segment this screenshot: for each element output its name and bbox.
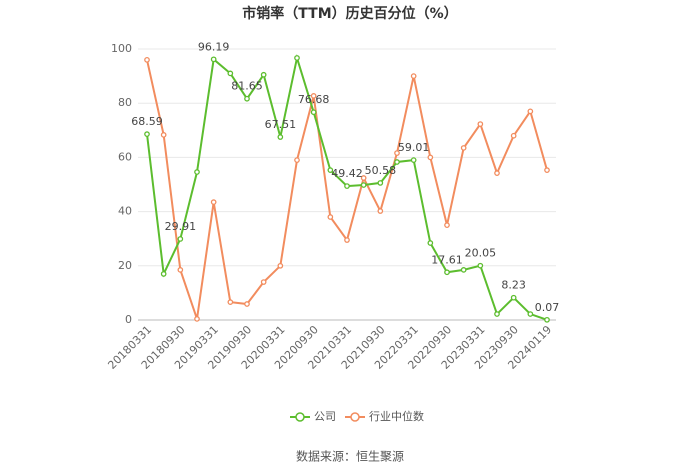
data-point: [210, 199, 217, 205]
legend-label: 行业中位数: [369, 409, 424, 423]
data-point: [294, 55, 300, 61]
legend-label: 公司: [314, 410, 336, 423]
data-point: [194, 316, 200, 322]
data-point: [177, 267, 184, 273]
data-label: 8.23: [501, 279, 526, 292]
y-tick-label: 80: [118, 96, 132, 109]
data-label: 50.58: [365, 164, 397, 177]
data-label: 20.05: [465, 247, 497, 260]
y-tick-label: 0: [125, 313, 132, 326]
data-point: [244, 95, 250, 102]
chart-title: 市销率（TTM）历史百分位（%）: [242, 5, 457, 22]
data-label: 17.61: [431, 253, 463, 266]
y-tick-label: 60: [118, 150, 132, 163]
data-point: [510, 294, 517, 301]
data-point: [394, 150, 400, 156]
data-point: [144, 56, 150, 63]
data-point: [427, 154, 434, 161]
data-label: 67.51: [265, 118, 297, 131]
data-point: [377, 180, 384, 186]
data-point: [410, 73, 417, 79]
data-label: 68.59: [131, 115, 163, 128]
data-point: [310, 93, 317, 99]
data-label: 81.65: [231, 80, 263, 93]
data-point: [344, 237, 350, 243]
y-tick-label: 100: [111, 42, 132, 55]
data-point: [494, 170, 500, 176]
data-point: [494, 311, 500, 317]
data-point: [444, 269, 450, 276]
data-point: [460, 267, 467, 273]
data-point: [144, 131, 150, 137]
data-label: 96.19: [198, 40, 230, 53]
data-label: 29.91: [165, 220, 197, 233]
data-point: [444, 222, 450, 228]
data-label: 76.68: [298, 93, 330, 106]
data-point: [344, 183, 350, 189]
data-point: [227, 299, 234, 305]
legend-marker: [350, 412, 360, 422]
data-point: [294, 157, 300, 163]
data-point: [327, 214, 334, 220]
data-point: [544, 316, 550, 323]
data-point: [277, 262, 284, 269]
data-point: [210, 56, 217, 63]
data-label: 49.42: [331, 167, 363, 180]
data-point: [310, 109, 317, 116]
data-point: [544, 167, 550, 173]
data-point: [427, 240, 434, 246]
data-label: 0.07: [535, 301, 560, 314]
y-tick-label: 20: [118, 259, 132, 272]
data-point: [377, 208, 384, 214]
data-point: [360, 182, 367, 188]
data-point: [194, 169, 200, 175]
data-point: [177, 236, 184, 242]
data-point: [277, 134, 284, 140]
data-point: [260, 71, 267, 78]
source: 数据来源：恒生聚源: [296, 449, 404, 464]
legend-marker: [295, 412, 305, 422]
data-point: [244, 301, 250, 307]
data-point: [160, 271, 167, 277]
data-point: [460, 145, 467, 151]
data-point: [394, 159, 400, 165]
data-point: [410, 157, 417, 163]
data-point: [510, 132, 517, 139]
data-point: [160, 132, 167, 138]
data-point: [527, 311, 534, 317]
data-point: [477, 262, 484, 269]
data-point: [260, 279, 267, 285]
data-label: 59.01: [398, 141, 430, 154]
data-point: [527, 108, 534, 115]
data-point: [360, 175, 367, 181]
y-tick-label: 40: [118, 205, 132, 218]
data-point: [477, 121, 484, 127]
data-point: [327, 167, 334, 173]
data-point: [227, 70, 234, 77]
